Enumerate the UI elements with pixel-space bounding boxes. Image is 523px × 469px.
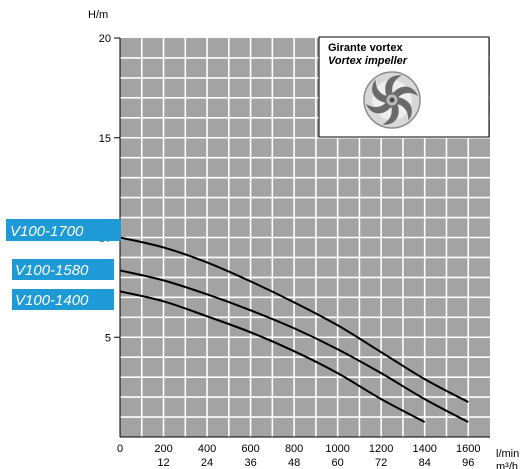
series-line-v100-1700 <box>119 236 469 403</box>
series-label-badge-1700 <box>6 219 121 241</box>
x-tick-label: 400 <box>198 443 216 455</box>
y-tick-label: 5 <box>105 332 111 344</box>
series-lines <box>119 236 469 423</box>
series-label-badge-1400 <box>12 289 114 310</box>
axis-ticks: 5101520020012400246003680048100060120072… <box>99 33 481 469</box>
series-label-1400: V100-1400 <box>15 292 89 309</box>
x-tick-label: 1400 <box>412 443 436 455</box>
x-tick-label-secondary: 24 <box>201 457 213 469</box>
series-labels: V100-1700 V100-1580 V100-1400 <box>6 219 121 310</box>
impeller-inset: Girante vortex Vortex impeller <box>318 36 490 138</box>
x-tick-label: 1600 <box>456 443 480 455</box>
x-tick-label-secondary: 60 <box>332 457 344 469</box>
x-tick-label-secondary: 96 <box>462 457 474 469</box>
x-tick-label-secondary: 12 <box>157 457 169 469</box>
vortex-impeller-icon <box>363 71 421 129</box>
series-label-1700: V100-1700 <box>10 223 84 240</box>
x-tick-label: 1200 <box>369 443 393 455</box>
x-tick-label-secondary: 48 <box>288 457 300 469</box>
x-tick-label: 1000 <box>325 443 349 455</box>
x-axis-label-secondary: m³/h <box>496 461 518 469</box>
y-axis-label: H/m <box>88 9 108 21</box>
x-tick-label-secondary: 84 <box>419 457 431 469</box>
x-tick-label: 600 <box>241 443 259 455</box>
x-tick-label: 800 <box>285 443 303 455</box>
x-axis-label: l/min <box>496 448 519 460</box>
series-line-v100-1580 <box>119 269 469 423</box>
inset-title: Girante vortex <box>328 42 403 54</box>
y-tick-label: 15 <box>99 133 111 145</box>
x-tick-label-secondary: 72 <box>375 457 387 469</box>
series-label-1580: V100-1580 <box>15 262 89 279</box>
y-tick-label: 20 <box>99 33 111 45</box>
series-label-badge-1580 <box>12 259 114 280</box>
x-tick-label-secondary: 36 <box>244 457 256 469</box>
series-line-v100-1400 <box>119 290 426 423</box>
inset-subtitle: Vortex impeller <box>328 55 408 67</box>
x-tick-label: 0 <box>117 443 123 455</box>
x-tick-label: 200 <box>154 443 172 455</box>
